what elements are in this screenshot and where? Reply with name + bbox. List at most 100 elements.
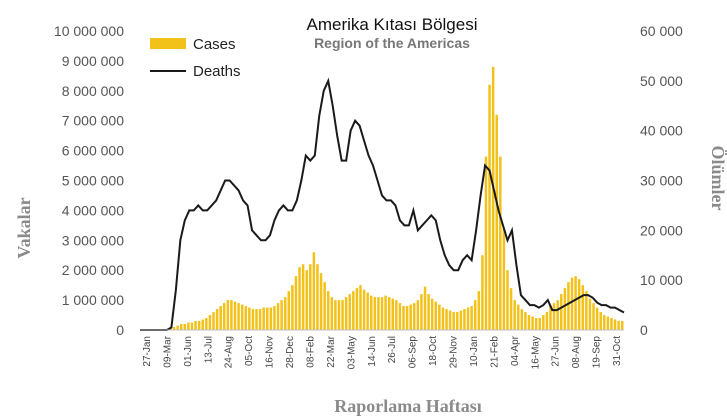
cases-bars — [169, 66, 624, 331]
cases-bar — [552, 303, 556, 330]
cases-bar — [581, 285, 585, 330]
left-y-tick-label: 1 000 000 — [62, 292, 124, 308]
legend-cases-label: Cases — [193, 36, 236, 53]
cases-bar — [283, 297, 287, 330]
cases-bar — [190, 322, 194, 330]
legend-cases-swatch — [150, 38, 186, 49]
left-y-tick-label: 2 000 000 — [62, 262, 124, 278]
cases-bar — [588, 298, 592, 330]
x-tick-label: 24-Aug — [224, 336, 235, 368]
x-tick-label: 29-Nov — [449, 336, 460, 368]
left-y-tick-label: 6 000 000 — [62, 143, 124, 159]
chart-title: Amerika Kıtası Bölgesi — [306, 15, 477, 34]
cases-bar — [208, 315, 212, 330]
x-tick-label: 16-Nov — [265, 336, 276, 368]
left-axis-label: Vakalar — [14, 197, 34, 258]
cases-bar — [377, 297, 380, 330]
cases-bar — [262, 307, 265, 330]
x-tick-label: 18-Oct — [428, 336, 439, 366]
cases-bar — [223, 303, 226, 330]
cases-bar — [380, 297, 384, 330]
cases-bar — [212, 312, 215, 330]
cases-bar — [416, 300, 420, 330]
left-y-tick-label: 7 000 000 — [62, 113, 124, 129]
cases-bar — [441, 307, 445, 330]
cases-bar — [488, 84, 491, 330]
cases-bar — [309, 264, 312, 330]
cases-bar — [294, 276, 298, 330]
cases-bar — [194, 321, 197, 330]
x-tick-label: 28-Dec — [285, 336, 296, 368]
right-y-tick-label: 10 000 — [640, 272, 683, 288]
cases-bar — [420, 294, 423, 330]
cases-bar — [409, 304, 412, 330]
cases-bar — [362, 289, 366, 330]
cases-bar — [610, 318, 613, 330]
cases-bar — [359, 285, 362, 330]
cases-bar — [506, 270, 509, 330]
cases-bar — [577, 279, 581, 330]
right-axis-label: Ölümler — [708, 146, 727, 211]
cases-bar — [542, 315, 545, 330]
cases-bar — [405, 306, 409, 330]
legend-deaths-label: Deaths — [193, 63, 241, 80]
cases-bar — [201, 319, 204, 330]
right-y-tick-label: 20 000 — [640, 222, 683, 238]
cases-bar — [620, 321, 624, 330]
x-tick-label: 31-Oct — [612, 336, 623, 366]
cases-bar — [266, 307, 269, 330]
right-y-tick-label: 60 000 — [640, 23, 683, 39]
x-tick-label: 22-Mar — [326, 335, 337, 367]
cases-bar — [352, 291, 355, 330]
cases-bar — [323, 282, 326, 330]
cases-bar — [305, 270, 308, 330]
x-tick-label: 27-Jun — [551, 336, 562, 367]
left-y-tick-label: 8 000 000 — [62, 83, 124, 99]
cases-bar — [556, 300, 559, 330]
cases-bar — [205, 318, 208, 330]
x-tick-label: 08-Aug — [571, 336, 582, 368]
cases-bar — [373, 297, 377, 330]
cases-bar — [563, 288, 567, 330]
x-tick-label: 14-Jun — [367, 336, 378, 367]
cases-bar — [319, 273, 323, 330]
cases-bar — [473, 300, 477, 330]
x-tick-label: 05-Oct — [244, 336, 255, 366]
cases-bar — [273, 306, 276, 330]
cases-bar — [384, 295, 387, 330]
cases-bar — [606, 316, 610, 330]
left-y-ticks: 0 1 000 000 2 000 000 3 000 000 4 000 000 5 0… — [54, 23, 124, 338]
cases-bar — [341, 300, 344, 330]
x-tick-label: 08-Feb — [305, 336, 316, 368]
cases-bar — [549, 306, 552, 330]
cases-bar — [599, 312, 602, 330]
cases-bar — [520, 309, 524, 330]
cases-bar — [430, 298, 434, 330]
cases-bar — [269, 307, 273, 330]
cases-bar — [258, 309, 262, 330]
x-tick-label: 16-May — [530, 336, 541, 369]
cases-bar — [448, 310, 452, 330]
left-y-tick-label: 9 000 000 — [62, 53, 124, 69]
cases-bar — [459, 310, 463, 330]
cases-bar — [516, 304, 520, 330]
cases-bar — [527, 315, 531, 330]
x-tick-label: 13-Jul — [203, 336, 214, 363]
x-tick-label: 19-Sep — [592, 336, 603, 369]
cases-bar — [438, 304, 441, 330]
cases-bar — [344, 297, 348, 330]
cases-bar — [595, 307, 599, 330]
x-ticks: 27-Jan 09-Mar 01-Jun 13-Jul 24-Aug 05-Oct 16-N… — [142, 335, 623, 369]
cases-bar — [197, 321, 201, 330]
cases-bar — [524, 312, 527, 330]
cases-bar — [326, 291, 330, 330]
cases-bar — [176, 325, 179, 330]
cases-bar — [463, 309, 466, 330]
left-y-tick-label: 3 000 000 — [62, 232, 124, 248]
cases-bar — [301, 264, 305, 330]
cases-bar — [244, 306, 248, 330]
deaths-line — [140, 77, 625, 331]
x-tick-label: 04-Apr — [510, 335, 521, 366]
